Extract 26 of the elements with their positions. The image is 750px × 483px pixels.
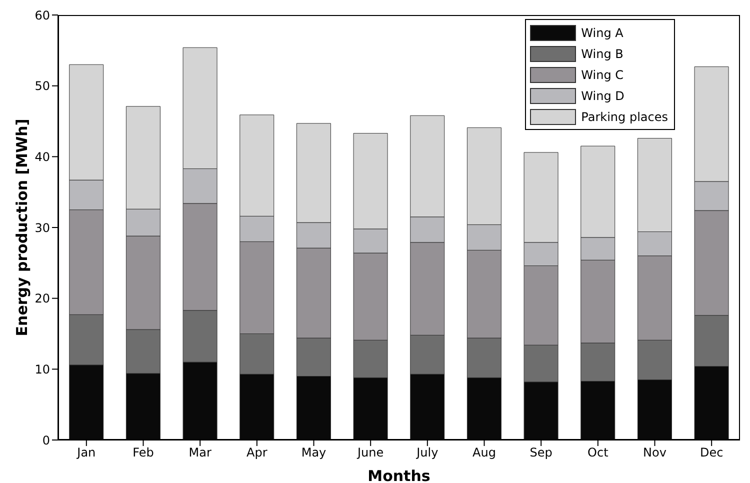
y-tick-label: 0 bbox=[42, 433, 50, 448]
y-tick-label: 50 bbox=[34, 79, 50, 94]
y-tick-label: 40 bbox=[34, 150, 50, 164]
x-tick-label: Sep bbox=[530, 446, 552, 460]
x-tick-label: Nov bbox=[643, 446, 666, 460]
x-tick-label: Jan bbox=[76, 446, 96, 460]
y-tick-label: 20 bbox=[34, 292, 50, 306]
y-tick-label: 60 bbox=[34, 8, 50, 22]
legend-label: Wing C bbox=[581, 68, 624, 82]
x-tick-label: Oct bbox=[588, 446, 609, 460]
y-tick-label: 10 bbox=[34, 362, 50, 376]
legend-label: Parking places bbox=[581, 110, 668, 124]
x-tick-label: May bbox=[301, 446, 326, 460]
x-tick-label: Dec bbox=[700, 446, 724, 460]
x-tick-label: Mar bbox=[188, 446, 212, 460]
y-tick-label: 30 bbox=[34, 220, 50, 235]
y-axis-title: Energy production [MWh] bbox=[13, 118, 31, 336]
legend-label: Wing D bbox=[581, 88, 624, 102]
x-tick-label: Aug bbox=[472, 446, 496, 460]
x-tick-label: June bbox=[356, 446, 384, 460]
x-tick-label: Apr bbox=[246, 446, 268, 460]
legend-label: Wing A bbox=[581, 26, 624, 40]
legend-label: Wing B bbox=[581, 46, 624, 60]
x-axis-title: Months bbox=[368, 467, 430, 483]
x-tick-label: July bbox=[416, 446, 438, 460]
x-tick-label: Feb bbox=[132, 446, 154, 460]
